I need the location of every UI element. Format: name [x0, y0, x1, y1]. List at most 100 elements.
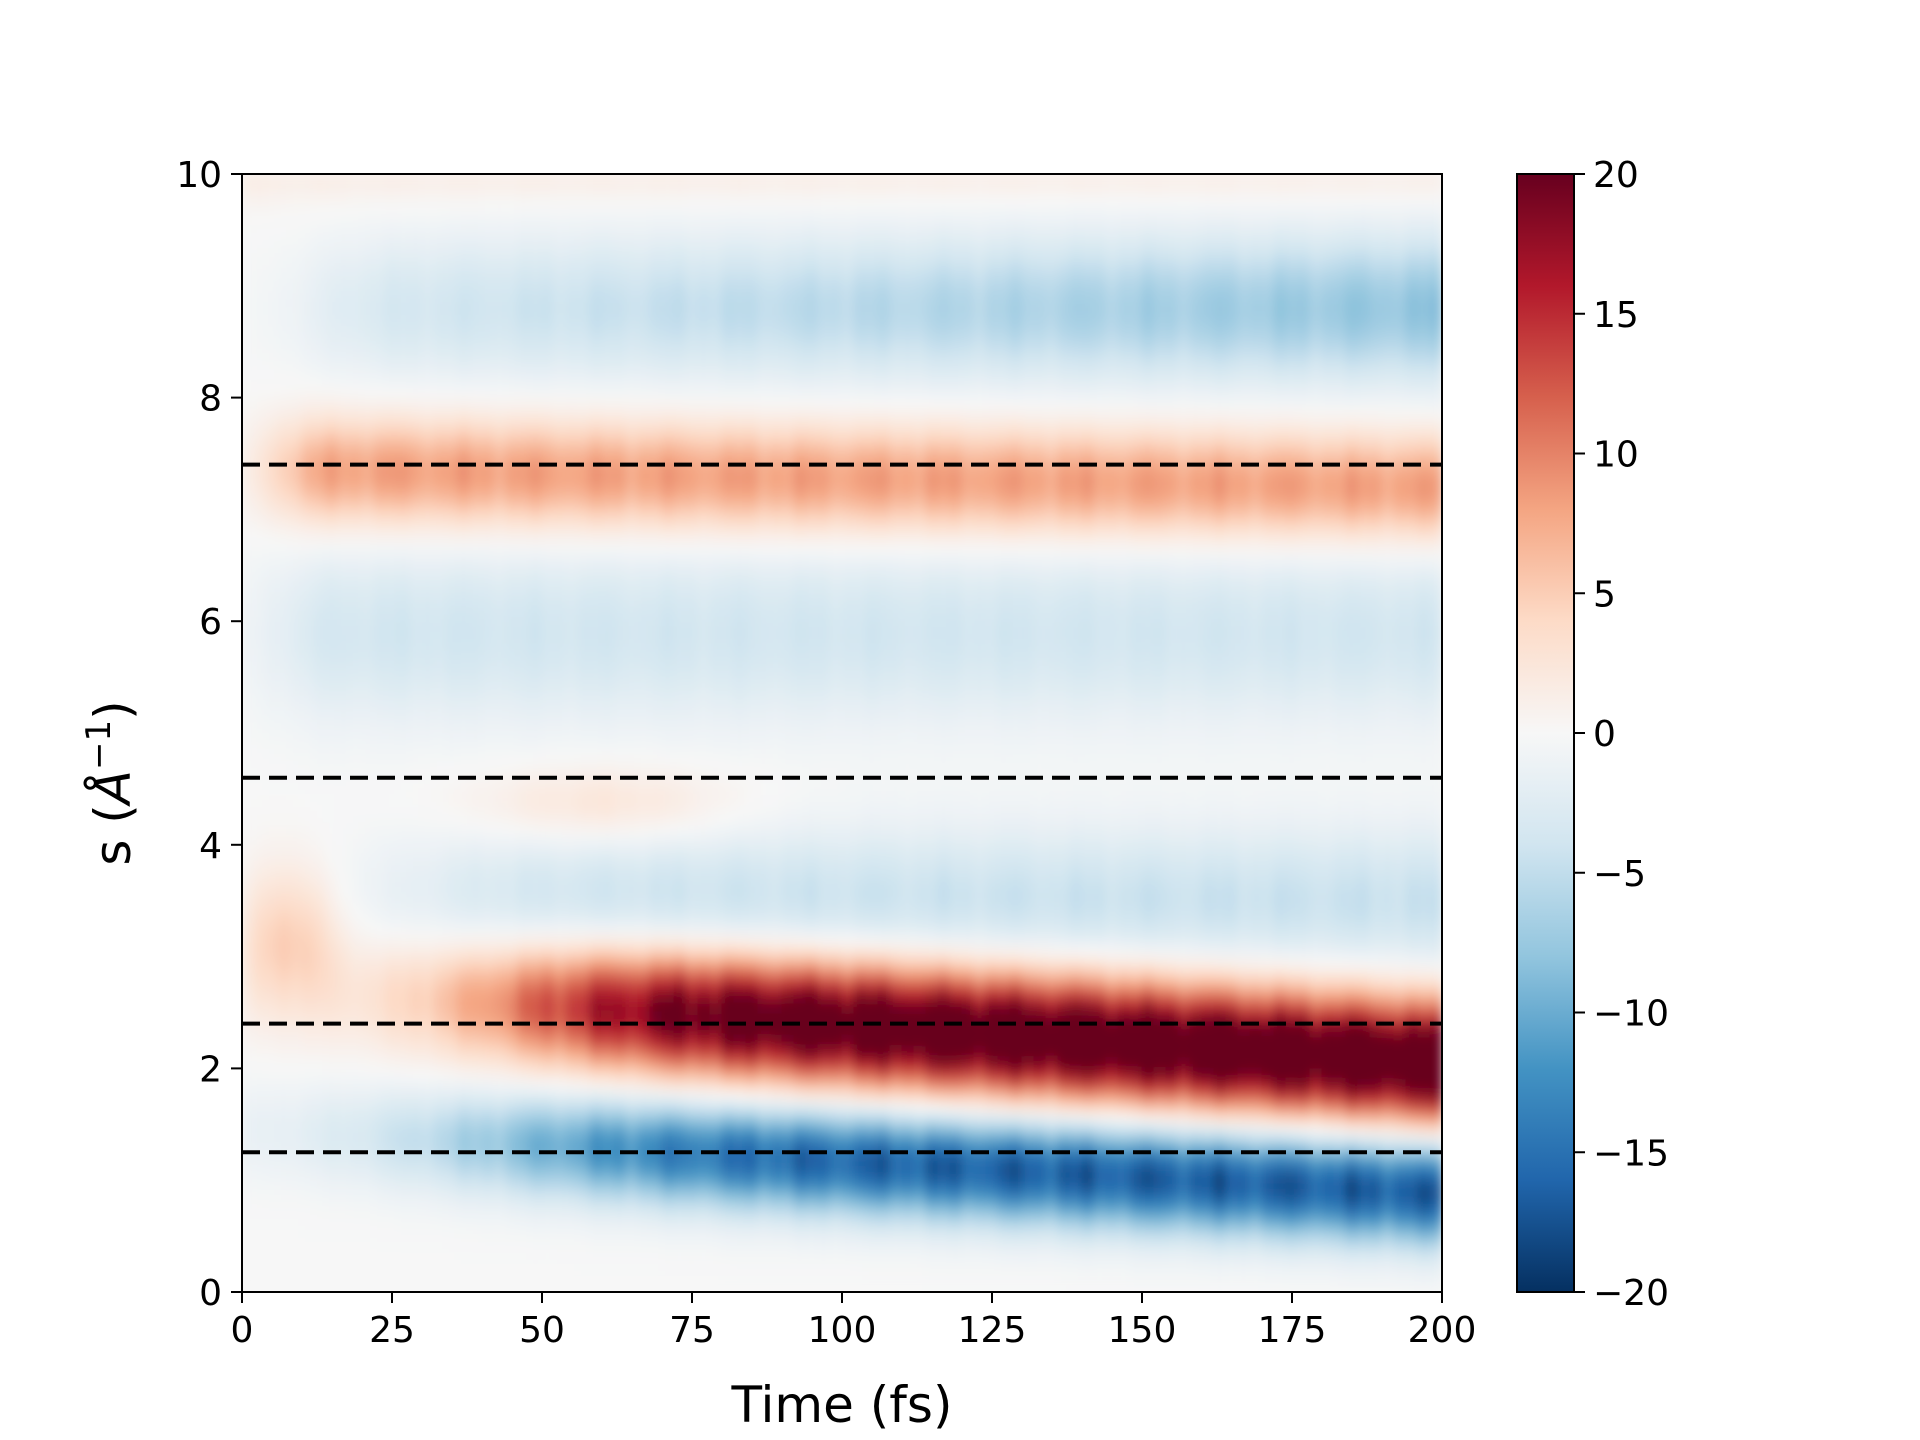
heatmap-cell: [469, 1202, 483, 1215]
heatmap-cell: [337, 218, 351, 231]
heatmap-cell: [817, 799, 831, 812]
heatmap-cell: [242, 810, 255, 823]
heatmap-cell: [769, 430, 783, 443]
heatmap-cell: [313, 620, 327, 633]
heatmap-cell: [337, 721, 351, 734]
heatmap-cell: [769, 1157, 783, 1170]
heatmap-cell: [289, 933, 303, 946]
heatmap-cell: [433, 174, 447, 186]
heatmap-cell: [637, 553, 651, 566]
heatmap-cell: [253, 553, 267, 566]
heatmap-cell: [649, 453, 663, 466]
heatmap-cell: [313, 1280, 327, 1292]
heatmap-cell: [565, 1246, 579, 1259]
heatmap-cell: [253, 654, 267, 667]
heatmap-cell: [529, 531, 543, 544]
heatmap-cell: [637, 1034, 651, 1047]
heatmap-cell: [421, 810, 435, 823]
heatmap-cell: [613, 1000, 627, 1013]
heatmap-cell: [361, 777, 375, 790]
heatmap-cell: [409, 330, 423, 343]
heatmap-cell: [265, 1067, 279, 1081]
heatmap-cell: [277, 587, 291, 600]
heatmap-cell: [697, 978, 711, 991]
heatmap-cell: [421, 296, 435, 309]
heatmap-cell: [745, 922, 759, 935]
heatmap-cell: [805, 274, 819, 287]
heatmap-cell: [745, 777, 759, 790]
heatmap-cell: [469, 229, 483, 242]
heatmap-cell: [793, 251, 807, 264]
heatmap-cell: [829, 1000, 843, 1013]
heatmap-cell: [721, 408, 735, 421]
heatmap-cell: [337, 1134, 351, 1148]
heatmap-cell: [685, 944, 699, 958]
heatmap-cell: [769, 866, 783, 879]
heatmap-cell: [517, 944, 531, 958]
heatmap-cell: [589, 732, 603, 745]
heatmap-cell: [565, 218, 579, 231]
heatmap-cell: [265, 1246, 279, 1259]
heatmap-cell: [805, 1123, 819, 1136]
heatmap-cell: [661, 374, 675, 387]
heatmap-cell: [649, 598, 663, 611]
heatmap-cell: [469, 698, 483, 712]
heatmap-cell: [349, 385, 363, 399]
heatmap-cell: [397, 944, 411, 958]
heatmap-cell: [577, 643, 591, 656]
heatmap-cell: [625, 464, 639, 477]
heatmap-cell: [613, 430, 627, 443]
heatmap-cell: [349, 1257, 363, 1271]
heatmap-cell: [242, 922, 255, 935]
heatmap-cell: [565, 944, 579, 958]
heatmap-cell: [493, 710, 507, 723]
heatmap-cell: [817, 900, 831, 913]
heatmap-cell: [685, 441, 699, 454]
heatmap-cell: [349, 520, 363, 533]
heatmap-cell: [589, 956, 603, 969]
heatmap-cell: [421, 967, 435, 980]
heatmap-cell: [433, 274, 447, 287]
heatmap-cell: [637, 1012, 651, 1025]
heatmap-cell: [745, 174, 759, 186]
heatmap-cell: [601, 844, 615, 857]
heatmap-cell: [553, 989, 567, 1002]
heatmap-cell: [385, 262, 399, 276]
heatmap-cell: [781, 575, 795, 589]
heatmap-cell: [469, 1000, 483, 1013]
heatmap-cell: [481, 262, 495, 276]
heatmap-cell: [397, 1101, 411, 1114]
heatmap-cell: [481, 1269, 495, 1282]
heatmap-cell: [481, 419, 495, 432]
heatmap-cell: [325, 385, 339, 399]
heatmap-cell: [745, 1034, 759, 1047]
heatmap-cell: [541, 1235, 555, 1248]
heatmap-cell: [649, 1112, 663, 1125]
heatmap-cell: [721, 866, 735, 879]
heatmap-cell: [781, 218, 795, 231]
heatmap-cell: [529, 788, 543, 801]
heatmap-cell: [361, 978, 375, 991]
heatmap-cell: [541, 598, 555, 611]
heatmap-cell: [733, 285, 747, 298]
heatmap-cell: [289, 486, 303, 499]
heatmap-cell: [817, 978, 831, 991]
heatmap-cell: [325, 1112, 339, 1125]
heatmap-cell: [301, 251, 315, 264]
heatmap-cell: [553, 710, 567, 723]
heatmap-cell: [457, 307, 471, 320]
heatmap-cell: [337, 956, 351, 969]
heatmap-cell: [613, 262, 627, 276]
heatmap-cell: [745, 687, 759, 700]
heatmap-cell: [685, 497, 699, 510]
heatmap-cell: [649, 184, 663, 197]
heatmap-cell: [721, 1056, 735, 1069]
heatmap-cell: [589, 419, 603, 432]
heatmap-cell: [565, 1134, 579, 1148]
heatmap-cell: [457, 1235, 471, 1248]
heatmap-cell: [349, 1112, 363, 1125]
heatmap-cell: [625, 564, 639, 577]
heatmap-cell: [733, 1224, 747, 1237]
heatmap-cell: [517, 665, 531, 678]
heatmap-cell: [469, 475, 483, 488]
